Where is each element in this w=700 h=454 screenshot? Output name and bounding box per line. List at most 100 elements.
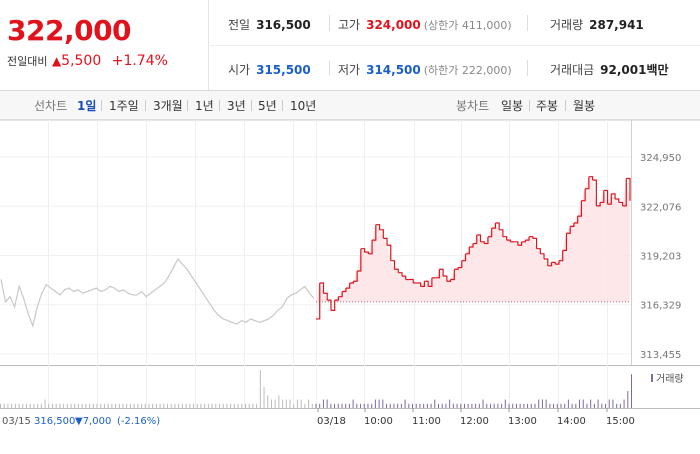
y-tick-label: 322,076 (640, 202, 681, 213)
volume-bar (371, 403, 373, 408)
change-percent: +1.74% (111, 53, 168, 69)
tab-weekly[interactable]: 주봉 (536, 99, 559, 113)
volume-bar (51, 403, 53, 408)
price-segment (394, 268, 399, 273)
volume-bar (100, 403, 102, 408)
volume-bar (326, 399, 328, 408)
volume-bar (96, 403, 98, 408)
volume-bar (0, 403, 1, 408)
price-segment (316, 282, 321, 320)
volume-bar (541, 399, 543, 408)
price-segment (532, 237, 538, 249)
y-tick-label: 316,329 (640, 301, 681, 312)
intraday-chart[interactable]: 324,950 322,076 319,203 316,329 313,455 거래량 … (0, 120, 700, 450)
price-segment (611, 193, 616, 199)
tab-3m[interactable]: 3개월 (153, 99, 183, 113)
prev-day-change: ▼7,000 (75, 416, 111, 427)
price-segment (618, 201, 624, 206)
volume-bar (315, 403, 317, 408)
tab-5y[interactable]: 5년 (258, 99, 277, 113)
y-tick-label: 324,950 (640, 153, 681, 164)
volume-bar (133, 403, 135, 408)
volume-bar (25, 403, 27, 408)
volume-bar (81, 403, 83, 408)
volume-bar (608, 399, 610, 408)
volume-bar (567, 399, 569, 408)
volume-bar (170, 403, 172, 408)
tab-3y[interactable]: 3년 (227, 99, 246, 113)
up-arrow-icon: ▲ (51, 54, 62, 68)
volume-bar (263, 386, 265, 408)
line-chart-label: 선차트 (34, 99, 68, 113)
volume-bar (311, 403, 313, 408)
volume-bar (386, 403, 388, 408)
price-segment (345, 282, 351, 289)
volume-bar (178, 403, 180, 408)
volume-bar (111, 403, 113, 408)
x-tick-label: 15:00 (606, 416, 635, 427)
volume-bar (141, 403, 143, 408)
volume-bar (103, 403, 105, 408)
price-segment (342, 288, 347, 293)
volume-bar (471, 403, 473, 408)
tab-1d[interactable]: 1일 (77, 99, 97, 113)
volume-bar (519, 403, 521, 408)
tab-daily[interactable]: 일봉 (501, 99, 524, 113)
prev-close-cell: 전일 316,500 (228, 18, 311, 32)
volume-bar (282, 399, 284, 408)
volume-bar (460, 403, 462, 408)
volume-bar (122, 403, 124, 408)
trade-value-cell: 거래대금 92,001백만 (550, 63, 669, 77)
volume-bar (593, 403, 595, 408)
price-segment (517, 241, 523, 246)
price-segment (360, 248, 366, 253)
volume-bar (155, 403, 157, 408)
volume-bar (534, 403, 536, 408)
price-segment (607, 193, 612, 205)
volume-bar (419, 403, 421, 408)
volume-bar (252, 403, 254, 408)
x-tick-label: 11:00 (412, 416, 441, 427)
volume-bar (549, 403, 551, 408)
volume-bar (185, 403, 187, 408)
price-segment (521, 240, 526, 243)
open-cell: 시가 315,500 (228, 63, 311, 77)
volume-bar (367, 403, 369, 408)
volume-bar (571, 403, 573, 408)
price-segment (368, 240, 373, 255)
volume-legend-swatch (651, 374, 653, 382)
volume-bar (348, 403, 350, 408)
lower-limit: (하한가 222,000) (423, 64, 512, 77)
volume-bar (612, 399, 614, 408)
volume-bar (107, 403, 109, 408)
volume-bar (148, 403, 150, 408)
price-segment (499, 229, 504, 237)
price-segment (600, 190, 605, 204)
volume-bar (497, 403, 499, 408)
volume-bar (159, 403, 161, 408)
volume-bar (289, 399, 291, 408)
price-segment (450, 269, 455, 281)
change-label: 전일대비 (7, 55, 48, 68)
price-segment (465, 246, 470, 255)
volume-bar (222, 403, 224, 408)
tab-1y[interactable]: 1년 (195, 99, 214, 113)
volume-bar (193, 403, 195, 408)
volume-bar (274, 399, 276, 408)
volume-bar (152, 403, 154, 408)
chart-period-tabs: 선차트 1일 1주일 3개월 1년 3년 5년 10년 봉차트 일봉 주봉 월봉 (0, 91, 700, 120)
price-segment (375, 224, 381, 230)
price-segment (435, 269, 440, 279)
price-segment (428, 277, 433, 287)
volume-bar (378, 399, 380, 408)
price-segment (577, 200, 583, 217)
candle-chart-label: 봉차트 (456, 99, 490, 113)
tab-monthly[interactable]: 월봉 (573, 99, 596, 113)
volume-bar (237, 403, 239, 408)
volume-bar (115, 403, 117, 408)
price-segment (439, 268, 444, 277)
tab-10y[interactable]: 10년 (290, 99, 317, 113)
price-segment (573, 216, 579, 224)
volume-bar (267, 395, 269, 408)
tab-1w[interactable]: 1주일 (109, 99, 139, 113)
